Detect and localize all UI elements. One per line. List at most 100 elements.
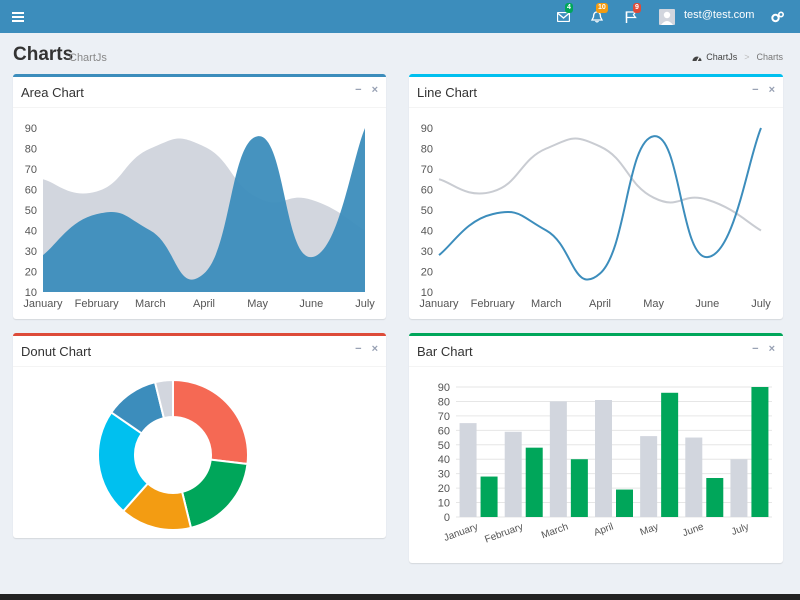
svg-line-ytick-label: 60 — [421, 185, 433, 197]
collapse-button[interactable]: − — [355, 84, 362, 96]
svg-area-xtick-label: March — [135, 298, 166, 310]
bar-chart: 0 10 20 30 40 50 60 70 80 90 January February March A… — [438, 382, 772, 546]
bar-1 — [640, 436, 658, 517]
notifications-menu[interactable]: 10 — [584, 0, 610, 33]
hamburger-icon — [12, 11, 24, 22]
line-chart-title: Line Chart — [417, 85, 477, 100]
messages-menu[interactable]: 4 — [550, 0, 576, 33]
box-tools: − × — [752, 83, 775, 97]
bar-1 — [459, 423, 477, 517]
svg-area-ytick-label: 20 — [25, 267, 37, 279]
gears-icon — [770, 11, 784, 22]
svg-area-xtick-label: June — [299, 298, 323, 310]
svg-line-ytick-label: 50 — [421, 205, 433, 217]
page-title: Charts — [13, 44, 74, 65]
svg-bar-xtick-label: February — [483, 521, 524, 545]
svg-line-xtick-label: June — [695, 298, 719, 310]
user-email[interactable]: test@test.com — [684, 9, 755, 21]
remove-button[interactable]: × — [371, 343, 378, 355]
area-chart-title: Area Chart — [21, 85, 84, 100]
tasks-badge: 9 — [633, 3, 641, 13]
remove-button[interactable]: × — [768, 343, 775, 355]
svg-line-ytick-label: 20 — [421, 267, 433, 279]
svg-bar-xtick-label: January — [442, 521, 479, 544]
series-line-1 — [438, 137, 762, 232]
donut-slice-2 — [180, 458, 249, 530]
svg-area-xtick-label: May — [247, 298, 268, 310]
bar-1 — [595, 400, 612, 517]
bar-chart-title: Bar Chart — [417, 344, 473, 359]
bar-2 — [480, 476, 498, 517]
page-subtitle: ChartJs — [69, 52, 107, 64]
box-header: Donut Chart − × — [13, 336, 386, 367]
svg-bar-ytick-label: 80 — [438, 396, 450, 408]
svg-line-ytick-label: 80 — [421, 144, 433, 156]
bar-chart-box: Bar Chart − × 0 10 20 30 40 50 60 70 80 90 January… — [409, 333, 783, 563]
svg-area-xtick-label: January — [23, 298, 63, 310]
breadcrumb-item-charts: Charts — [756, 52, 783, 62]
svg-line-xtick-label: April — [589, 298, 611, 310]
bar-2 — [525, 447, 543, 517]
notifications-badge: 10 — [596, 3, 608, 13]
user-menu[interactable] — [656, 0, 678, 33]
sidebar-toggle[interactable] — [8, 0, 28, 33]
dashboard-icon — [692, 56, 702, 61]
svg-bar-xtick-label: June — [681, 521, 706, 539]
donut-chart — [97, 378, 249, 531]
svg-area-ytick-label: 80 — [25, 144, 37, 156]
area-chart-box: Area Chart − × 10 20 30 40 50 60 70 80 90 January… — [13, 74, 386, 319]
svg-line-ytick-label: 30 — [421, 246, 433, 258]
remove-button[interactable]: × — [768, 84, 775, 96]
svg-line-ytick-label: 40 — [421, 226, 433, 238]
svg-area-ytick-label: 50 — [25, 205, 37, 217]
svg-area-ytick-label: 90 — [25, 123, 37, 135]
collapse-button[interactable]: − — [752, 84, 759, 96]
svg-area-ytick-label: 30 — [25, 246, 37, 258]
collapse-button[interactable]: − — [752, 343, 759, 355]
svg-bar-ytick-label: 40 — [438, 454, 450, 466]
svg-bar-ytick-label: 60 — [438, 425, 450, 437]
scrollbar[interactable] — [795, 33, 800, 600]
control-sidebar-toggle[interactable] — [766, 0, 788, 33]
bar-2 — [661, 392, 679, 517]
svg-line-xtick-label: February — [471, 298, 516, 310]
svg-bar-ytick-label: 0 — [444, 512, 450, 524]
box-tools: − × — [752, 342, 775, 356]
svg-bar-ytick-label: 70 — [438, 411, 450, 423]
bar-1 — [730, 459, 748, 517]
donut-slice-4 — [97, 411, 150, 513]
bar-1 — [549, 401, 567, 517]
area-chart: 10 20 30 40 50 60 70 80 90 January February March Ap… — [23, 123, 375, 310]
line-chart: 10 20 30 40 50 60 70 80 90 January February March Ap… — [419, 123, 771, 310]
svg-bar-xtick-label: March — [540, 521, 570, 541]
donut-chart-title: Donut Chart — [21, 344, 92, 359]
bar-2 — [751, 387, 769, 517]
donut-slice-1 — [172, 378, 249, 466]
breadcrumb-separator: > — [744, 52, 750, 62]
bar-2 — [570, 459, 588, 517]
bar-1 — [504, 431, 522, 517]
collapse-button[interactable]: − — [355, 343, 362, 355]
breadcrumb-item-chartjs[interactable]: ChartJs — [706, 52, 738, 62]
svg-area-xtick-label: April — [193, 298, 215, 310]
breadcrumb: ChartJs > Charts — [692, 52, 783, 62]
box-header: Area Chart − × — [13, 77, 386, 108]
messages-badge: 4 — [565, 3, 573, 13]
svg-line-xtick-label: July — [751, 298, 771, 310]
svg-line-ytick-label: 90 — [421, 123, 433, 135]
tasks-menu[interactable]: 9 — [618, 0, 644, 33]
remove-button[interactable]: × — [371, 84, 378, 96]
bar-2 — [706, 478, 724, 517]
svg-area-xtick-label: July — [355, 298, 375, 310]
box-header: Line Chart − × — [409, 77, 783, 108]
svg-bar-ytick-label: 10 — [438, 498, 450, 510]
box-tools: − × — [355, 342, 378, 356]
svg-bar-ytick-label: 90 — [438, 382, 450, 394]
svg-bar-xtick-label: July — [730, 521, 750, 537]
window-bottom-edge — [0, 594, 800, 600]
svg-bar-ytick-label: 30 — [438, 469, 450, 481]
svg-line-xtick-label: May — [643, 298, 664, 310]
user-avatar-icon — [659, 8, 675, 25]
donut-slice-6 — [153, 378, 174, 420]
box-header: Bar Chart − × — [409, 336, 783, 367]
